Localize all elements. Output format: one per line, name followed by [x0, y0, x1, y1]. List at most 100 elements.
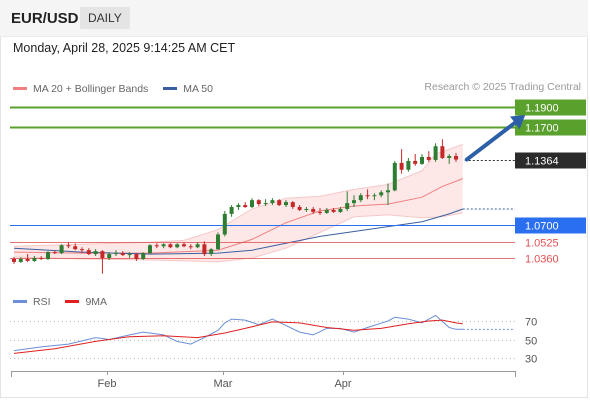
candle-body: [365, 195, 370, 197]
rsi-tick-30: 30: [525, 354, 537, 366]
legend-swatch-ma50: [163, 87, 178, 90]
level-1-0700-label: 1.0700: [525, 221, 559, 233]
candle-body: [80, 249, 84, 251]
candle-body: [134, 254, 139, 259]
candle-body: [59, 245, 64, 254]
candle-body: [100, 251, 105, 258]
candle-body: [297, 207, 302, 210]
candle-body: [372, 195, 377, 197]
candle-body: [447, 156, 452, 158]
candle-body: [236, 205, 241, 208]
level-1-1900-label-box: [515, 99, 586, 116]
level-1-0360-label: 1.0360: [525, 254, 559, 266]
candle-body: [73, 246, 78, 250]
x-tick-label-feb: Feb: [98, 378, 117, 390]
bollinger-band-fill: [14, 144, 463, 262]
ma50-line: [13, 208, 463, 255]
candle-body: [120, 253, 125, 256]
candle-body: [318, 211, 322, 213]
candle-body: [195, 244, 200, 248]
level-1-1364-label: 1.1364: [525, 156, 559, 168]
candle-body: [127, 254, 132, 256]
legend-swatch-9ma: [65, 300, 80, 303]
candle-body: [175, 244, 180, 248]
candle-body: [66, 245, 71, 247]
candle-body: [284, 202, 288, 206]
candle-body: [32, 258, 37, 261]
x-tick-label-mar: Mar: [214, 378, 233, 390]
chart-header: EUR/USD DAILY: [0, 0, 588, 37]
candle-body: [161, 244, 166, 247]
candle-body: [413, 160, 418, 164]
symbol-label: EUR/USD: [11, 10, 79, 27]
candle-body: [114, 253, 118, 255]
rsi-legend: RSI 9MA: [13, 294, 119, 308]
bollinger-lower-line: [13, 212, 463, 263]
candle-body: [39, 258, 44, 259]
forecast-arrow-line: [464, 116, 524, 162]
candle-body: [433, 146, 438, 160]
candle-body: [345, 203, 350, 209]
x-tick-label-apr: Apr: [334, 378, 351, 390]
candle-body: [277, 200, 282, 206]
level-1-1364-label-box: [515, 152, 586, 169]
candle-body: [399, 162, 404, 170]
level-1-1700-label-box: [515, 119, 586, 136]
candle-body: [338, 208, 343, 212]
candle-body: [25, 258, 30, 261]
candle-body: [420, 157, 424, 164]
candle-body: [141, 253, 146, 259]
candle-body: [154, 245, 159, 247]
candle-body: [379, 192, 384, 196]
candle-body: [270, 200, 275, 204]
copyright-text: Research © 2025 Trading Central: [424, 81, 581, 93]
candle-body: [324, 209, 329, 213]
legend-item-rsi: RSI: [13, 296, 51, 308]
legend-label-ma20: MA 20 + Bollinger Bands: [33, 82, 149, 95]
candle-body: [168, 244, 173, 248]
legend-swatch-ma20: [13, 87, 27, 90]
candle-body: [188, 246, 193, 248]
ma20-line: [13, 178, 463, 254]
candle-body: [243, 205, 248, 208]
candle-body: [182, 244, 186, 247]
rsi-9ma-line: [13, 319, 463, 354]
candle-body: [454, 156, 458, 160]
candle-body: [304, 208, 309, 210]
candle-body: [18, 258, 23, 262]
candle-body: [52, 252, 57, 254]
rsi-tick-50: 50: [525, 336, 537, 348]
candle-body: [93, 251, 98, 255]
legend-item-9ma: 9MA: [65, 296, 107, 308]
candle-body: [311, 208, 316, 212]
rsi-line: [13, 314, 463, 352]
candle-body: [440, 146, 445, 158]
forecast-arrow-head: [510, 115, 526, 130]
candle-body: [222, 213, 227, 235]
level-1-0525-label: 1.0525: [525, 238, 559, 250]
candle-body: [386, 190, 390, 193]
candle-body: [358, 195, 363, 201]
candle-body: [263, 203, 268, 205]
price-legend: MA 20 + Bollinger Bands MA 50: [13, 81, 225, 95]
candle-body: [426, 157, 431, 160]
candle-body: [202, 244, 207, 255]
timestamp: Monday, April 28, 2025 9:14:25 AM CET: [13, 41, 236, 55]
candle-body: [216, 234, 220, 250]
candle-body: [256, 200, 261, 205]
legend-item-ma20: MA 20 + Bollinger Bands: [13, 83, 148, 95]
rsi-tick-70: 70: [525, 317, 537, 329]
level-1-1700-label: 1.1700: [525, 123, 559, 135]
legend-label-9ma: 9MA: [85, 295, 108, 308]
candle-body: [107, 254, 112, 258]
candle-body: [290, 202, 295, 208]
level-1-1900-label: 1.1900: [525, 103, 559, 115]
candle-body: [46, 252, 50, 259]
candle-body: [250, 200, 254, 208]
legend-swatch-rsi: [13, 300, 27, 303]
candle-body: [392, 162, 397, 191]
timeframe-badge[interactable]: DAILY: [80, 7, 130, 29]
legend-item-ma50: MA 50: [163, 83, 213, 95]
level-1-0700-label-box: [515, 217, 586, 234]
